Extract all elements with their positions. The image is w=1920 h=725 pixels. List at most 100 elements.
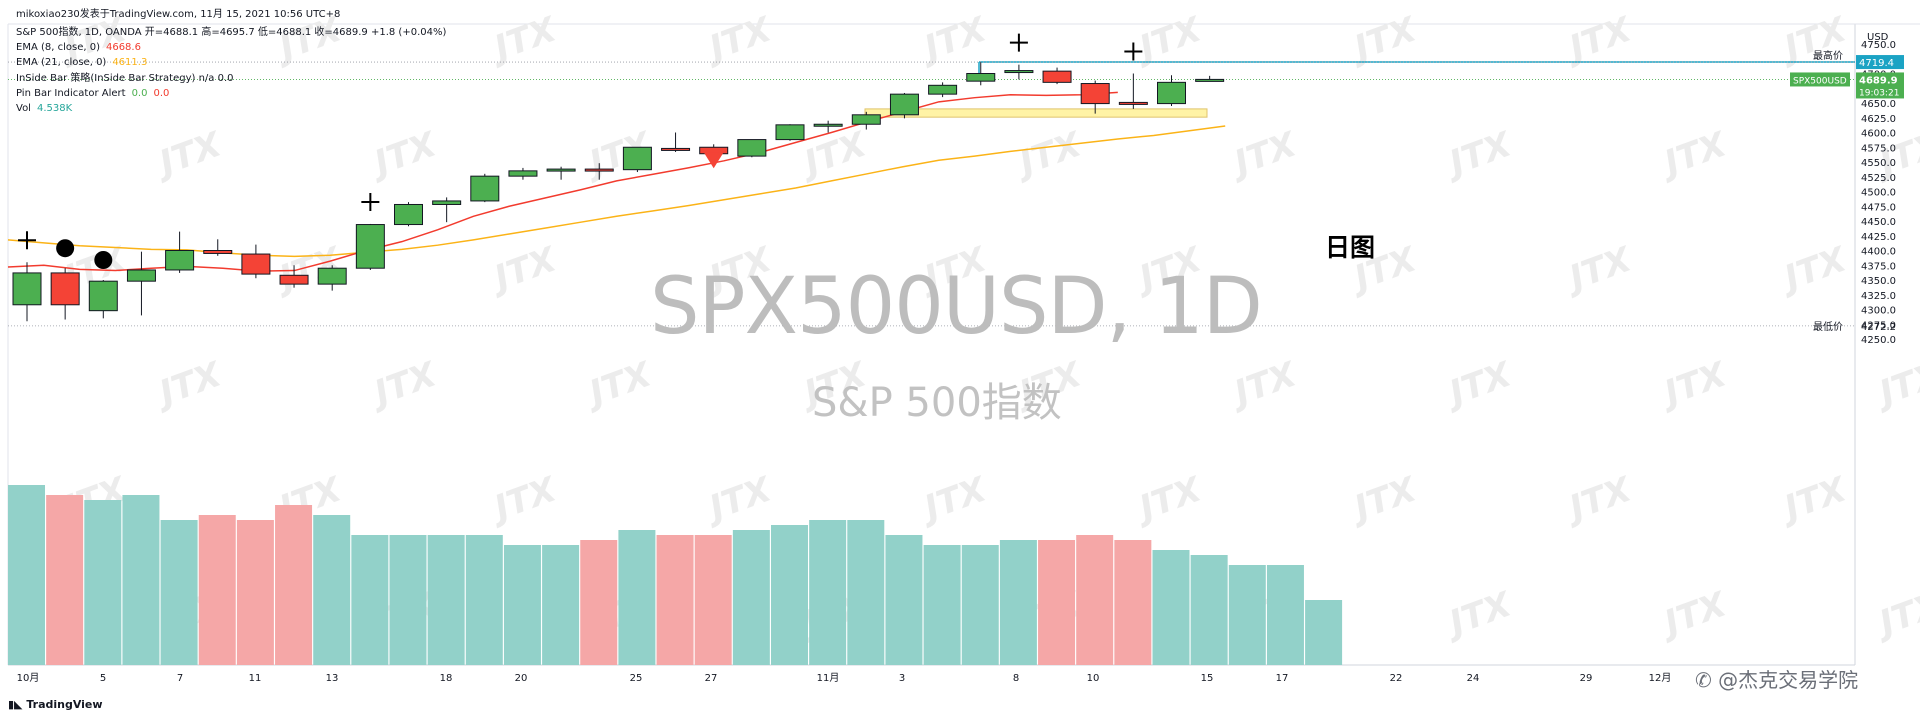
price-axis-unit: USD (1867, 32, 1889, 43)
brand-watermark: JTX (914, 9, 993, 70)
volume-legend[interactable]: Vol 4.538K (16, 103, 73, 114)
candle-body (203, 250, 233, 254)
time-tick-label: 13 (326, 673, 339, 684)
candle-body (966, 73, 996, 82)
signal-cross (361, 192, 380, 211)
volume-bar (122, 495, 160, 665)
signal-dot (56, 239, 75, 258)
low-label-text: 最低价 (1813, 320, 1843, 333)
inside-bar-legend[interactable]: InSide Bar 策略(InSide Bar Strategy) n/a 0… (16, 73, 234, 84)
volume-bar (198, 515, 236, 665)
publish-info: mikoxiao230发表于TradingView.com, 11月 15, 2… (16, 9, 341, 20)
volume-bar (542, 545, 580, 665)
brand-watermark: JTX (579, 354, 658, 415)
candle-body (1004, 70, 1034, 74)
candle-body (584, 168, 614, 172)
symbol-tag (1790, 72, 1850, 87)
volume-bar (694, 535, 732, 665)
candle-body (355, 224, 385, 269)
time-tick-label: 11月 (817, 672, 840, 684)
candle-body (1080, 83, 1110, 105)
time-tick-label: 7 (177, 673, 183, 684)
name-watermark: S&P 500指数 (812, 380, 1062, 426)
brand-watermark: JTX (364, 354, 443, 415)
candle-body (737, 139, 767, 157)
volume-bar (313, 515, 351, 665)
brand-watermark: JTX (1654, 584, 1733, 645)
signal-cross (1009, 33, 1028, 52)
candle-body (851, 114, 881, 125)
price-zone (864, 108, 1208, 118)
signal-dot (94, 251, 113, 269)
high-label-text: 最高价 (1813, 49, 1843, 62)
candle-body (241, 253, 271, 275)
time-tick-label: 25 (630, 673, 643, 684)
price-tick-label: 4750.0 (1861, 40, 1896, 51)
price-tick-label: 4350.0 (1861, 276, 1896, 287)
ohlc-legend: S&P 500指数, 1D, OANDA 开=4688.1 高=4695.7 低… (16, 27, 447, 38)
pinbar-legend[interactable]: Pin Bar Indicator Alert 0.0 0.0 (16, 88, 170, 99)
brand-watermark: JTX (1224, 354, 1303, 415)
price-tick-label: 4250.0 (1861, 335, 1896, 346)
candle-body (1118, 101, 1148, 105)
price-tick-label: 4300.0 (1861, 306, 1896, 317)
brand-watermark: JTX (1224, 124, 1303, 185)
ema8-line (7, 91, 1118, 272)
time-tick-label: 11 (249, 673, 262, 684)
candle-body (1042, 70, 1072, 83)
ema21-value: 4611.3 (112, 57, 148, 68)
tradingview-logo[interactable]: ▮◣ TradingView (8, 698, 103, 711)
brand-watermark: JTX (1009, 124, 1088, 185)
candle-body (12, 272, 42, 306)
candle-body (546, 168, 576, 172)
candle-body (50, 272, 80, 306)
time-tick-label: 12月 (1649, 672, 1672, 684)
time-tick-label: 27 (705, 673, 718, 684)
candle-body (279, 274, 309, 285)
volume-bar (8, 485, 45, 665)
volume-bar (923, 545, 961, 665)
volume-bar (1152, 550, 1190, 665)
volume-bar (503, 545, 541, 665)
volume-bar (618, 530, 656, 665)
volume-bar (1076, 535, 1114, 665)
brand-watermark: JTX (1869, 584, 1920, 645)
candle-body (88, 280, 118, 312)
time-tick-label: 17 (1276, 673, 1289, 684)
signal-triangle (703, 152, 724, 169)
ema21-legend[interactable]: EMA (21, close, 0) 4611.3 (16, 57, 148, 68)
brand-watermark: JTX (364, 124, 443, 185)
brand-watermark: JTX (1439, 584, 1518, 645)
candle-body (928, 84, 958, 95)
price-tick-label: 4575.0 (1861, 143, 1896, 154)
brand-watermark: JTX (794, 124, 873, 185)
brand-watermark: JTX (1774, 239, 1853, 300)
volume-bar (885, 535, 923, 665)
candle-body (317, 267, 347, 285)
brand-watermark: JTX (1344, 469, 1423, 530)
price-tick-label: 4275.0 (1861, 320, 1896, 331)
candle-body (432, 200, 462, 205)
volume-bar (580, 540, 618, 665)
volume-bar (847, 520, 885, 665)
timeframe-annotation: 日图 (1325, 233, 1376, 262)
brand-watermark: JTX (484, 239, 563, 300)
signal-cross (1124, 42, 1143, 61)
brand-watermark: JTX (1129, 9, 1208, 70)
volume-bar (351, 535, 389, 665)
volume-bar (1038, 540, 1076, 665)
volume-bar (1190, 555, 1228, 665)
ema8-legend[interactable]: EMA (8, close, 0) 4668.6 (16, 42, 141, 53)
last-price-value: 4689.9 (1859, 75, 1898, 86)
brand-watermark: JTX (1559, 239, 1638, 300)
candle-body (165, 250, 195, 271)
pinbar-value-2: 0.0 (153, 88, 170, 99)
brand-watermark: JTX (699, 9, 778, 70)
volume-bar (1305, 600, 1343, 665)
brand-watermark: JTX (1439, 124, 1518, 185)
brand-watermark: JTX (1654, 124, 1733, 185)
candle-body (889, 93, 919, 116)
candle-body (1195, 78, 1225, 82)
